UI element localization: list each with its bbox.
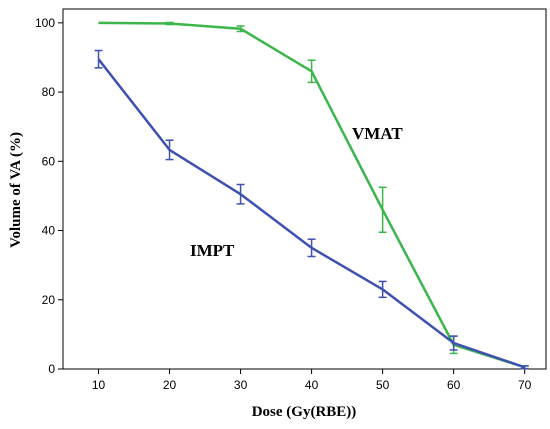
x-tick-label: 50 bbox=[376, 378, 390, 392]
y-tick-label: 100 bbox=[35, 16, 55, 30]
series-label-impt: IMPT bbox=[190, 241, 235, 260]
x-tick-label: 20 bbox=[163, 378, 177, 392]
y-tick-label: 40 bbox=[42, 224, 56, 238]
error-bar-vmat bbox=[165, 21, 174, 26]
error-bar-impt bbox=[378, 280, 387, 299]
x-tick-label: 30 bbox=[234, 378, 248, 392]
y-tick-label: 20 bbox=[42, 293, 56, 307]
plot-area bbox=[62, 8, 547, 370]
y-axis: 0 20 40 60 80 100 bbox=[35, 16, 63, 376]
x-axis: 10 20 30 40 50 60 70 bbox=[92, 369, 532, 392]
error-bar-vmat bbox=[236, 25, 245, 33]
error-bar-impt bbox=[165, 139, 174, 161]
x-axis-title: Dose (Gy(RBE)) bbox=[252, 404, 357, 420]
y-axis-title: Volume of VA (%) bbox=[8, 132, 24, 248]
error-bar-vmat bbox=[307, 59, 316, 84]
series-label-vmat: VMAT bbox=[352, 124, 403, 143]
error-bar-impt bbox=[520, 365, 529, 370]
y-tick-label: 60 bbox=[42, 154, 56, 168]
series-layer bbox=[94, 21, 529, 370]
error-bar-vmat bbox=[378, 186, 387, 234]
y-tick-label: 0 bbox=[48, 362, 55, 376]
y-tick-label: 80 bbox=[42, 85, 56, 99]
error-bar-impt bbox=[94, 49, 103, 69]
x-tick-label: 10 bbox=[92, 378, 106, 392]
error-bar-impt bbox=[236, 183, 245, 205]
error-bar-impt bbox=[307, 238, 316, 258]
x-tick-label: 60 bbox=[447, 378, 461, 392]
x-tick-label: 70 bbox=[518, 378, 532, 392]
error-bar-impt bbox=[449, 335, 458, 351]
x-tick-label: 40 bbox=[305, 378, 319, 392]
